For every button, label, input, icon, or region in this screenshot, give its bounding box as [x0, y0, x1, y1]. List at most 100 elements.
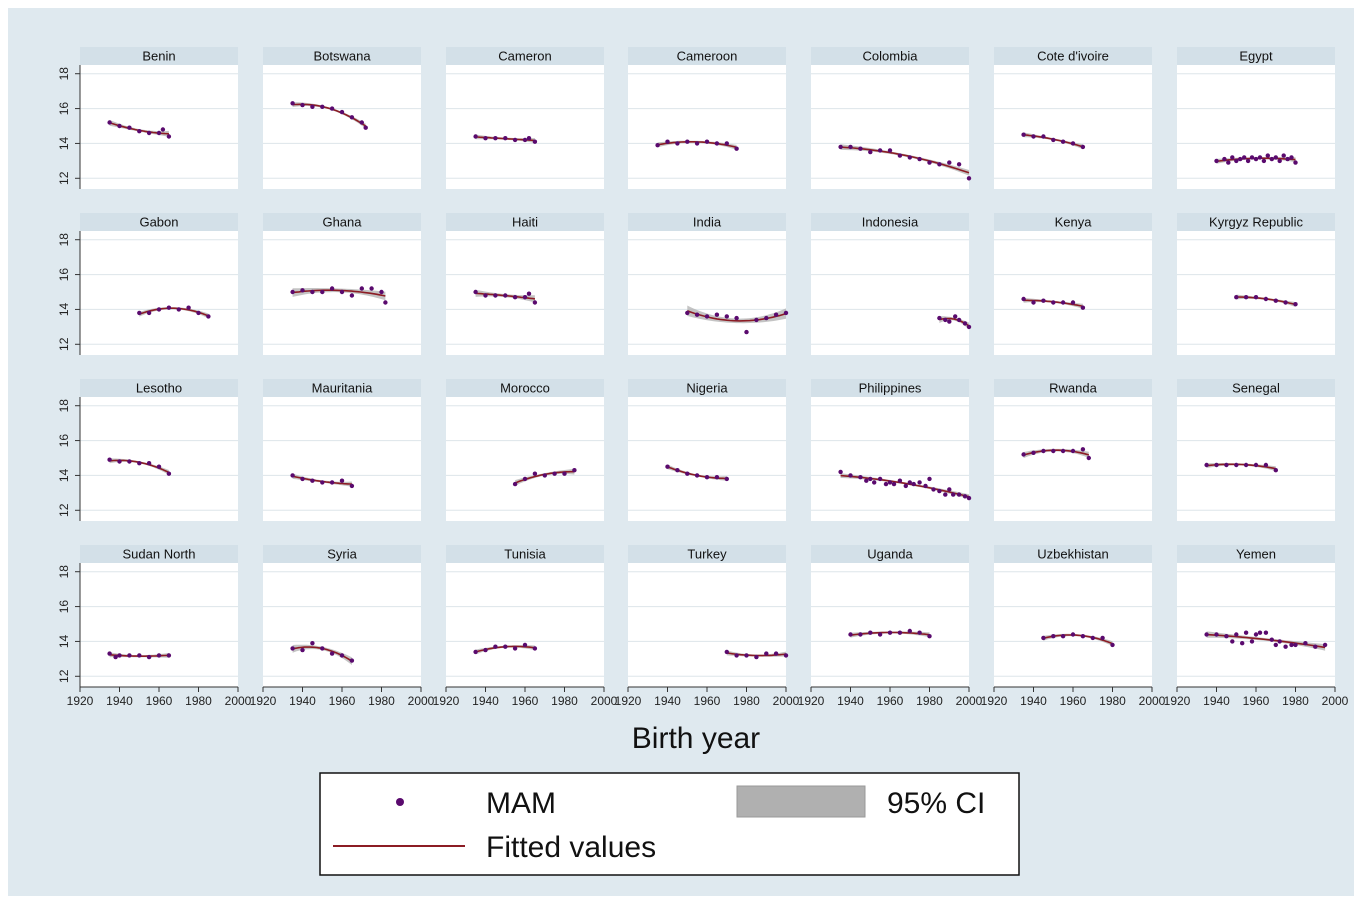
data-point — [675, 468, 680, 473]
panel-title: Indonesia — [862, 215, 919, 230]
panel-title: Botswana — [313, 49, 371, 64]
data-point — [349, 658, 355, 663]
panel-haiti: Haiti — [446, 213, 604, 355]
data-point — [1041, 635, 1046, 641]
data-point — [943, 492, 948, 497]
data-point — [137, 653, 142, 658]
plot-area — [446, 397, 604, 521]
data-point — [369, 286, 374, 291]
x-tick-label: 1960 — [1060, 694, 1087, 708]
data-point — [838, 144, 843, 150]
y-tick-label: 14 — [57, 634, 71, 648]
data-point — [1293, 160, 1298, 165]
ci-band — [475, 645, 535, 655]
data-point — [300, 647, 305, 653]
data-point — [704, 314, 710, 319]
data-point — [329, 651, 335, 656]
data-point — [127, 125, 132, 130]
data-point — [1060, 448, 1066, 454]
data-point — [1080, 634, 1086, 639]
y-tick-label: 12 — [57, 669, 71, 683]
data-point — [675, 141, 680, 146]
data-point — [383, 300, 388, 305]
data-point — [503, 644, 508, 649]
data-point — [1080, 447, 1086, 452]
data-point — [1322, 642, 1328, 648]
x-tick-label: 1920 — [1164, 694, 1191, 708]
panel-title: Gabon — [139, 215, 178, 230]
panel-header — [446, 379, 604, 397]
data-point — [868, 630, 873, 635]
panel-mauritania: Mauritania — [263, 379, 421, 521]
data-point — [1293, 642, 1298, 648]
data-point — [1051, 634, 1056, 639]
panel-gabon: Gabon 12 14 16 18 — [57, 213, 238, 355]
panel-philippines: Philippines — [811, 379, 972, 521]
data-point — [146, 130, 152, 136]
panel-ghana: Ghana — [263, 213, 421, 355]
panel-header — [80, 213, 238, 231]
data-point — [176, 307, 181, 312]
ci-band — [515, 468, 575, 486]
data-point — [694, 141, 700, 146]
panel-header — [446, 545, 604, 563]
panel-nigeria: Nigeria — [628, 379, 786, 521]
panel-cameroon: Cameroon — [628, 47, 786, 189]
y-tick-label: 18 — [57, 399, 71, 413]
data-point — [522, 642, 528, 648]
data-point — [1031, 300, 1036, 305]
data-point — [473, 289, 478, 295]
panel-title: Tunisia — [504, 547, 546, 562]
panel-header — [446, 213, 604, 231]
data-point — [1263, 296, 1269, 302]
panel-title: Kenya — [1055, 215, 1093, 230]
ci-band — [667, 464, 727, 481]
panel-header — [994, 213, 1152, 231]
data-point — [572, 468, 577, 473]
data-point — [512, 481, 518, 487]
data-point — [917, 630, 922, 635]
plot-area — [80, 563, 238, 687]
y-tick-label: 14 — [57, 468, 71, 482]
data-point — [1285, 156, 1290, 162]
panel-header — [263, 545, 421, 563]
data-point — [1070, 448, 1076, 454]
x-tick-label: 2000 — [956, 694, 983, 708]
data-point — [160, 127, 166, 132]
x-tick-label: 2000 — [1322, 694, 1349, 708]
data-point — [1313, 644, 1318, 649]
legend-box — [319, 772, 1020, 876]
data-point — [907, 155, 912, 160]
y-tick-label: 14 — [57, 136, 71, 150]
data-point — [1234, 158, 1239, 164]
data-point — [1031, 450, 1036, 455]
y-tick-label: 12 — [57, 503, 71, 517]
data-point — [146, 461, 152, 466]
data-point — [1243, 630, 1249, 635]
y-tick-label: 18 — [57, 67, 71, 81]
panel-header — [263, 47, 421, 65]
panel-title: Lesotho — [136, 381, 182, 396]
data-point — [937, 162, 942, 167]
data-point — [956, 317, 962, 323]
data-point — [320, 104, 325, 110]
data-point — [359, 286, 364, 291]
panel-title: Ghana — [322, 215, 362, 230]
data-point — [754, 654, 759, 660]
data-point — [196, 310, 201, 316]
panel-header — [628, 47, 786, 65]
plot-area — [1177, 563, 1335, 687]
data-point — [1263, 462, 1269, 468]
data-point — [897, 153, 903, 158]
panel-title: Kyrgyz Republic — [1209, 215, 1303, 230]
data-point — [783, 653, 789, 658]
data-point — [966, 324, 972, 330]
data-point — [349, 483, 355, 489]
data-point — [864, 478, 869, 483]
data-point — [512, 646, 518, 651]
data-point — [1021, 132, 1026, 137]
panel-title: Haiti — [512, 215, 538, 230]
data-point — [339, 653, 345, 658]
data-point — [156, 464, 162, 469]
plot-area — [80, 231, 238, 355]
